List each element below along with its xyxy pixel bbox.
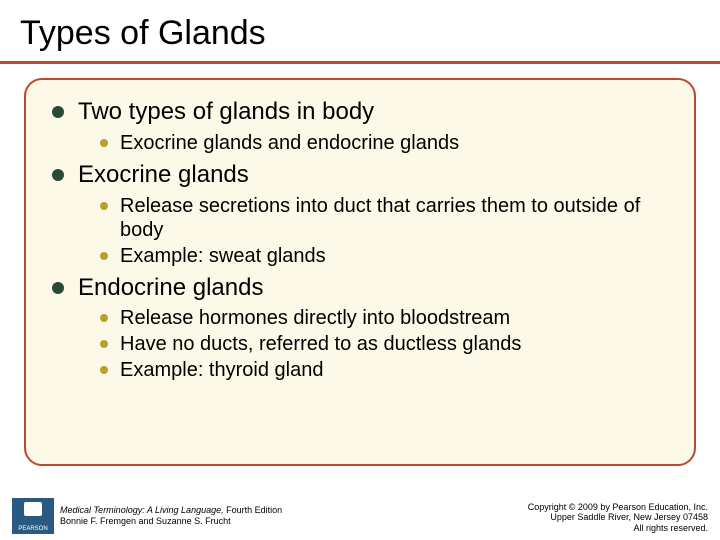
sub-bullet-icon <box>100 340 108 348</box>
logo-text-top: PEARSON <box>18 526 47 532</box>
footer-left: PEARSON Medical Terminology: A Living La… <box>12 498 282 534</box>
main-text: Two types of glands in body <box>78 98 374 127</box>
sub-text: Release hormones directly into bloodstre… <box>120 306 510 330</box>
citation-authors: Bonnie F. Fremgen and Suzanne S. Frucht <box>60 516 282 527</box>
sub-item: Example: sweat glands <box>100 244 668 268</box>
sub-list: Release secretions into duct that carrie… <box>100 194 668 268</box>
copyright-line: All rights reserved. <box>528 523 708 534</box>
title-underline <box>0 61 720 64</box>
sub-item: Release hormones directly into bloodstre… <box>100 306 668 330</box>
bullet-icon <box>52 282 64 294</box>
title-area: Types of Glands <box>0 0 720 61</box>
pearson-logo-icon: PEARSON <box>12 498 54 534</box>
copyright-line: Copyright © 2009 by Pearson Education, I… <box>528 502 708 513</box>
sub-bullet-icon <box>100 252 108 260</box>
sub-bullet-icon <box>100 366 108 374</box>
slide-title: Types of Glands <box>20 14 700 53</box>
sub-item: Release secretions into duct that carrie… <box>100 194 668 242</box>
footer-citation: Medical Terminology: A Living Language, … <box>60 505 282 527</box>
sub-text: Exocrine glands and endocrine glands <box>120 131 459 155</box>
footer-right: Copyright © 2009 by Pearson Education, I… <box>528 502 708 534</box>
sub-list: Release hormones directly into bloodstre… <box>100 306 668 382</box>
content-box: Two types of glands in body Exocrine gla… <box>24 78 696 466</box>
bullet-icon <box>52 106 64 118</box>
sub-item: Example: thyroid gland <box>100 358 668 382</box>
edition: Fourth Edition <box>224 505 283 515</box>
book-title: Medical Terminology: A Living Language, <box>60 505 224 515</box>
sub-bullet-icon <box>100 314 108 322</box>
copyright-line: Upper Saddle River, New Jersey 07458 <box>528 512 708 523</box>
bullet-icon <box>52 169 64 181</box>
sub-bullet-icon <box>100 202 108 210</box>
footer: PEARSON Medical Terminology: A Living La… <box>0 498 720 534</box>
sub-list: Exocrine glands and endocrine glands <box>100 131 668 155</box>
main-item: Two types of glands in body <box>52 98 668 127</box>
sub-text: Example: thyroid gland <box>120 358 323 382</box>
main-item: Exocrine glands <box>52 161 668 190</box>
sub-item: Have no ducts, referred to as ductless g… <box>100 332 668 356</box>
main-text: Endocrine glands <box>78 274 263 303</box>
main-item: Endocrine glands <box>52 274 668 303</box>
sub-text: Release secretions into duct that carrie… <box>120 194 668 242</box>
sub-text: Example: sweat glands <box>120 244 326 268</box>
sub-text: Have no ducts, referred to as ductless g… <box>120 332 521 356</box>
citation-line1: Medical Terminology: A Living Language, … <box>60 505 282 516</box>
sub-bullet-icon <box>100 139 108 147</box>
main-text: Exocrine glands <box>78 161 249 190</box>
sub-item: Exocrine glands and endocrine glands <box>100 131 668 155</box>
